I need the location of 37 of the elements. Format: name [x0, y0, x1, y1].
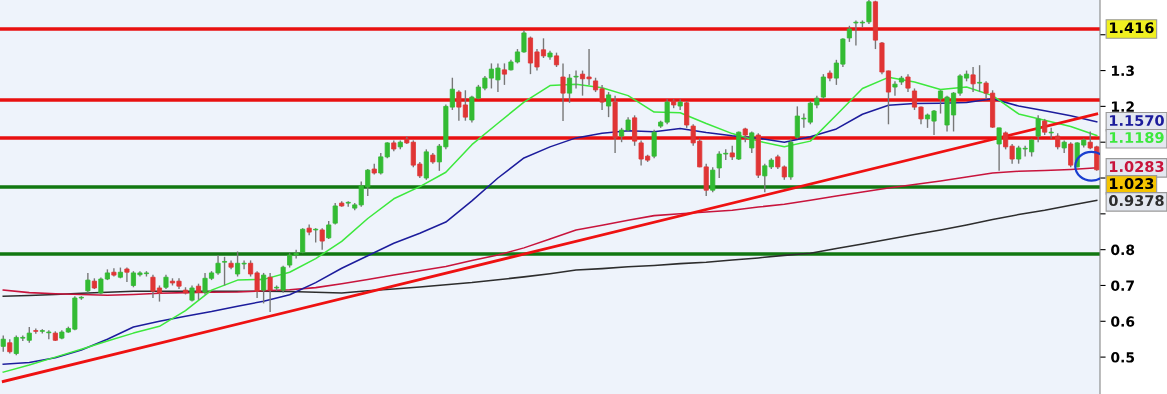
candlestick — [710, 166, 716, 194]
data-label: 1.1570 — [1109, 114, 1164, 127]
y-tick-label: 1.3 — [1111, 65, 1134, 77]
candlestick — [1068, 141, 1074, 168]
y-tick-label: 0.7 — [1111, 280, 1134, 291]
candlestick — [892, 80, 898, 97]
candlestick — [111, 267, 117, 278]
y-tick-label: 0.6 — [1111, 316, 1135, 327]
candlestick — [300, 227, 306, 254]
candlestick — [332, 202, 338, 226]
candlestick — [267, 272, 273, 313]
candlestick — [651, 128, 657, 160]
line-series — [2, 199, 1098, 297]
data-label: 0.9378 — [1109, 195, 1164, 207]
candlestick — [632, 114, 638, 147]
candlestick — [970, 66, 976, 93]
candlestick — [996, 127, 1002, 172]
candlestick — [560, 62, 566, 122]
candlestick — [977, 64, 983, 93]
text: 1.023 — [1109, 178, 1154, 190]
candlestick — [501, 62, 507, 86]
y-tick-label: 0.8 — [1111, 244, 1135, 256]
ref-line-label: 1.416 — [1109, 22, 1154, 34]
candlestick — [1035, 114, 1041, 143]
candlestick — [85, 272, 91, 294]
y-tick-label: 0.5 — [1111, 352, 1135, 363]
candlestick — [261, 272, 267, 305]
candlestick — [749, 130, 755, 154]
candlestick — [866, 0, 872, 25]
data-label: 1.0283 — [1109, 161, 1164, 173]
data-label: 1.1189 — [1109, 131, 1164, 144]
candlestick — [1048, 127, 1054, 140]
candlestick — [319, 227, 325, 251]
candlestick — [222, 256, 228, 287]
candlestick — [606, 91, 612, 118]
y-tick-label: 1.2 — [1111, 101, 1134, 112]
candlestick — [124, 266, 130, 283]
